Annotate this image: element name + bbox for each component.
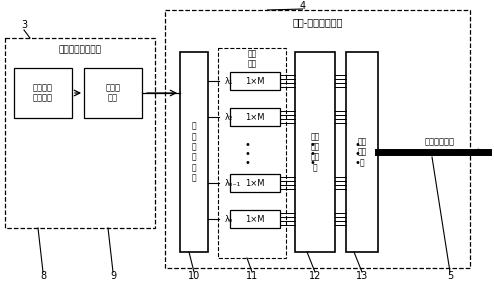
Text: 片上单波
长激光源: 片上单波 长激光源 [33,83,53,103]
Text: 4: 4 [299,1,306,11]
Text: 1×M: 1×M [245,214,265,223]
Text: •: • [244,140,250,150]
Text: 5: 5 [447,271,453,281]
Bar [5,38,155,228]
Text: 3: 3 [21,20,27,30]
Text: 模式
复用
器: 模式 复用 器 [357,137,367,167]
Bar [346,52,378,252]
Bar [295,52,335,252]
Text: 波
长
解
复
用
器: 波 长 解 复 用 器 [192,121,196,182]
Text: •: • [309,140,315,150]
Text: 1×M: 1×M [245,77,265,86]
Text: λ₁: λ₁ [225,77,233,86]
Text: λₙ: λₙ [225,214,233,223]
Bar [180,52,208,252]
Text: 多模波导输出: 多模波导输出 [425,138,455,147]
Text: 光学频率梳激光源: 光学频率梳激光源 [58,45,101,54]
Text: 波长-模式调制模块: 波长-模式调制模块 [292,17,343,27]
Text: 光频梳
器件: 光频梳 器件 [106,83,121,103]
Text: 功分
器组: 功分 器组 [247,49,256,69]
Text: λₙ₋₁: λₙ₋₁ [225,179,241,187]
Text: •: • [354,140,360,150]
Bar [230,108,280,126]
Text: 9: 9 [110,271,116,281]
Text: •: • [309,149,315,159]
Text: 13: 13 [356,271,368,281]
Bar [165,10,470,268]
Text: •: • [309,158,315,168]
Text: 1×M: 1×M [245,112,265,121]
Bar [218,48,286,258]
Bar [230,174,280,192]
Text: •: • [354,149,360,159]
Text: •: • [244,149,250,159]
Text: 电光
调制
器阵
列: 电光 调制 器阵 列 [310,132,320,172]
Text: •: • [354,158,360,168]
Text: 1×M: 1×M [245,179,265,187]
Bar [230,72,280,90]
Text: λ₂: λ₂ [225,112,233,121]
Text: 8: 8 [40,271,46,281]
Text: 10: 10 [188,271,200,281]
Text: •: • [244,158,250,168]
Bar [84,68,142,118]
Bar [14,68,72,118]
Bar [230,210,280,228]
Text: 11: 11 [246,271,258,281]
Text: 12: 12 [309,271,321,281]
